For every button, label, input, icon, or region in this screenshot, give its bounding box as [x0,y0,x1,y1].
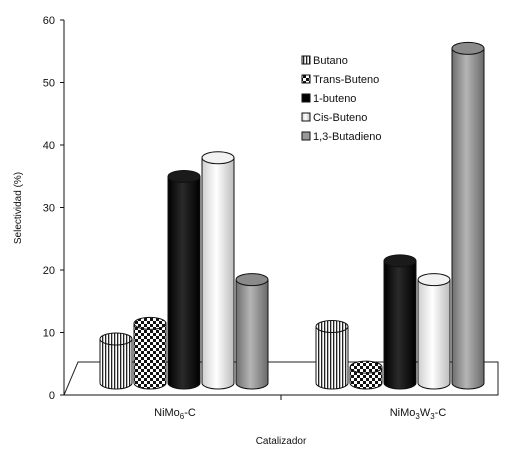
y-tick-label: 60 [43,15,55,27]
y-tick-label: 40 [43,140,55,152]
bar-butano-0 [99,332,133,390]
bar-1-3-butadieno-1 [451,41,485,390]
y-tick-label: 0 [49,390,55,402]
bar-cis-buteno-0 [201,151,235,390]
legend-label: Trans-Buteno [313,74,379,86]
x-axis-title: Catalizador [256,436,307,447]
legend-swatch [301,74,311,84]
y-tick-label: 20 [43,265,55,277]
legend-label: 1,3-Butadieno [313,131,382,143]
y-tick-label: 10 [43,328,55,340]
category-label-0: NiMo6-C [154,407,196,421]
y-tick-label: 50 [43,78,55,90]
y-axis-title: Selectividad (%) [13,172,24,244]
legend-swatch [301,112,311,122]
bar-1-buteno-0 [167,170,201,390]
bar-1-3-butadieno-0 [235,273,269,390]
legend-item: Trans-Buteno [301,74,379,86]
legend-swatch [301,93,311,103]
bar-cis-buteno-1 [417,273,451,390]
category-label-1: NiMo3W3-C [390,407,447,421]
y-tick-label: 30 [43,203,55,215]
bar-trans-buteno-0 [133,316,167,390]
legend-label: Butano [313,55,348,67]
legend-label: Cis-Buteno [313,112,367,124]
bar-butano-1 [315,320,349,390]
legend-item: Cis-Buteno [301,112,367,124]
legend-item: 1-buteno [301,93,356,105]
legend-item: 1,3-Butadieno [301,131,382,143]
bar-1-buteno-1 [383,254,417,390]
legend-swatch [301,55,311,65]
legend-item: Butano [301,55,348,67]
legend-swatch [301,131,311,141]
bar-trans-buteno-1 [349,360,383,390]
legend-label: 1-buteno [313,93,356,105]
legend: Butano Trans-Buteno 1-buteno Cis-Buteno 1,3-… [301,55,382,143]
